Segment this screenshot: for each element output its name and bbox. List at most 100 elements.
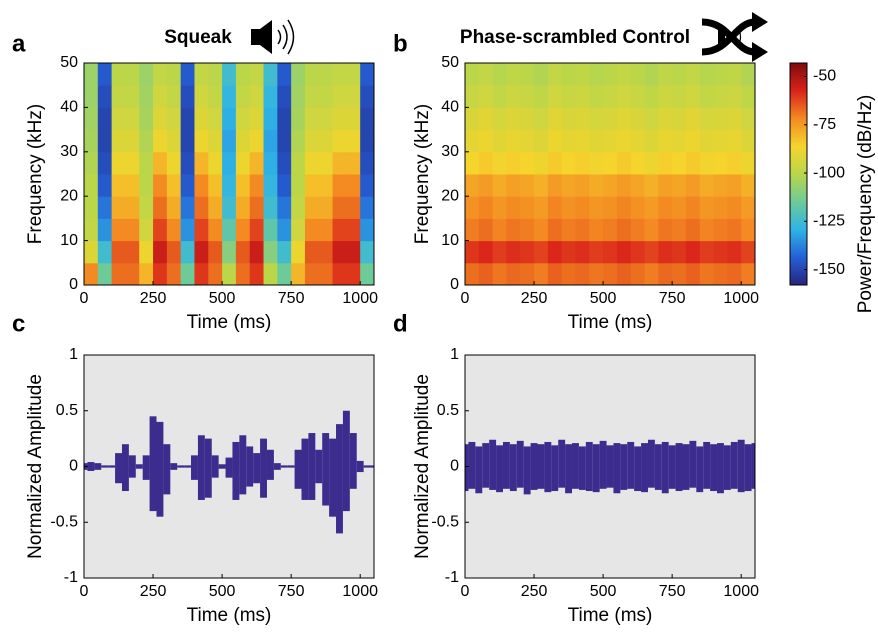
- heatmap-cell: [547, 85, 563, 108]
- envelope-bar: [641, 443, 648, 493]
- heatmap-cell: [589, 262, 604, 285]
- heatmap-cell: [222, 85, 237, 108]
- heatmap-cell: [291, 85, 306, 108]
- heatmap-cell: [153, 129, 168, 153]
- heatmap-cell: [520, 218, 535, 242]
- heatmap-cell: [741, 151, 755, 175]
- heatmap-cell: [277, 129, 292, 153]
- heatmap-cell: [561, 151, 576, 175]
- heatmap-cell: [465, 174, 480, 197]
- heatmap-cell: [277, 85, 292, 108]
- heatmap-cell: [534, 240, 549, 264]
- heatmap-cell: [561, 262, 576, 285]
- y-tick-label: 0.5: [56, 402, 78, 419]
- envelope-bar: [135, 464, 143, 469]
- heatmap-cell: [360, 85, 374, 108]
- heatmap-cell: [603, 107, 618, 131]
- envelope-bar: [246, 446, 254, 487]
- envelope-bar: [654, 444, 662, 490]
- heatmap-cell: [575, 196, 590, 219]
- heatmap-cell: [263, 196, 278, 219]
- heatmap-cell: [575, 262, 590, 285]
- heatmap-cell: [166, 262, 182, 285]
- heatmap-cell: [699, 151, 715, 175]
- heatmap-cell: [644, 262, 659, 285]
- x-tick-label: 500: [209, 290, 236, 307]
- heatmap-cell: [589, 240, 604, 264]
- heatmap-cell: [139, 196, 154, 219]
- heatmap-cell: [699, 196, 715, 219]
- heatmap-cell: [263, 218, 278, 242]
- heatmap-cell: [84, 262, 99, 285]
- heatmap-cell: [360, 218, 374, 242]
- heatmap-cell: [291, 218, 306, 242]
- heatmap-cell: [111, 151, 126, 175]
- heatmap-cell: [741, 107, 755, 131]
- heatmap-cell: [346, 196, 361, 219]
- heatmap-cell: [672, 151, 687, 175]
- heatmap-cell: [125, 63, 140, 86]
- envelope-bar: [606, 445, 614, 488]
- heatmap-cell: [727, 262, 742, 285]
- heatmap-cell: [291, 240, 306, 264]
- heatmap-cell: [575, 63, 590, 86]
- heatmap-cell: [166, 107, 182, 131]
- heatmap-cell: [235, 63, 251, 86]
- heatmap-cell: [603, 174, 618, 197]
- heatmap-cell: [630, 107, 646, 131]
- heatmap-cell: [520, 151, 535, 175]
- heatmap-cell: [291, 151, 306, 175]
- heatmap-cell: [478, 107, 494, 131]
- heatmap-cell: [111, 107, 126, 131]
- heatmap-cell: [727, 129, 742, 153]
- envelope-bar: [558, 439, 566, 488]
- heatmap-cell: [644, 85, 659, 108]
- heatmap-cell: [630, 240, 646, 264]
- heatmap-cell: [166, 63, 182, 86]
- heatmap-cell: [194, 151, 209, 175]
- heatmap-cell: [111, 240, 126, 264]
- x-axis-label: Time (ms): [568, 312, 653, 333]
- heatmap-cell: [304, 174, 320, 197]
- y-tick-label: 40: [60, 99, 78, 116]
- heatmap-cell: [616, 63, 632, 86]
- y-tick-label: 20: [441, 187, 459, 204]
- envelope-bar: [668, 445, 676, 489]
- heatmap-cell: [741, 63, 755, 86]
- x-tick-label: 0: [461, 290, 470, 307]
- envelope-bar: [634, 446, 642, 492]
- heatmap-cell: [630, 262, 646, 285]
- heatmap-cell: [534, 218, 549, 242]
- heatmap-cell: [616, 240, 632, 264]
- heatmap-cell: [291, 129, 306, 153]
- y-axis-label: Normalized Amplitude: [412, 374, 433, 559]
- x-axis-label: Time (ms): [187, 605, 272, 626]
- heatmap-cell: [208, 85, 223, 108]
- heatmap-cell: [318, 262, 334, 285]
- y-tick-label: -0.5: [431, 513, 459, 530]
- heatmap-cell: [713, 240, 728, 264]
- heatmap-cell: [153, 85, 168, 108]
- heatmap-cell: [727, 63, 742, 86]
- x-tick-label: 0: [80, 290, 89, 307]
- heatmap-cell: [685, 240, 701, 264]
- panel-label: d: [393, 310, 408, 337]
- heatmap-cell: [658, 129, 673, 153]
- shuffle-icon: [701, 12, 768, 62]
- axes-frame: [83, 62, 375, 286]
- heatmap-cell: [685, 174, 701, 197]
- heatmap-cell: [685, 129, 701, 153]
- heatmap-cell: [194, 196, 209, 219]
- heatmap-cell: [222, 174, 237, 197]
- heatmap-cell: [249, 196, 265, 219]
- envelope-bar: [551, 445, 559, 492]
- envelope-bar: [620, 444, 628, 490]
- heatmap-cell: [589, 218, 604, 242]
- heatmap-cell: [672, 85, 687, 108]
- heatmap-cell: [208, 262, 223, 285]
- envelope-bar: [627, 441, 635, 489]
- heatmap-cell: [235, 129, 251, 153]
- heatmap-cell: [180, 63, 195, 86]
- heatmap-cell: [249, 218, 265, 242]
- heatmap-cell: [222, 218, 237, 242]
